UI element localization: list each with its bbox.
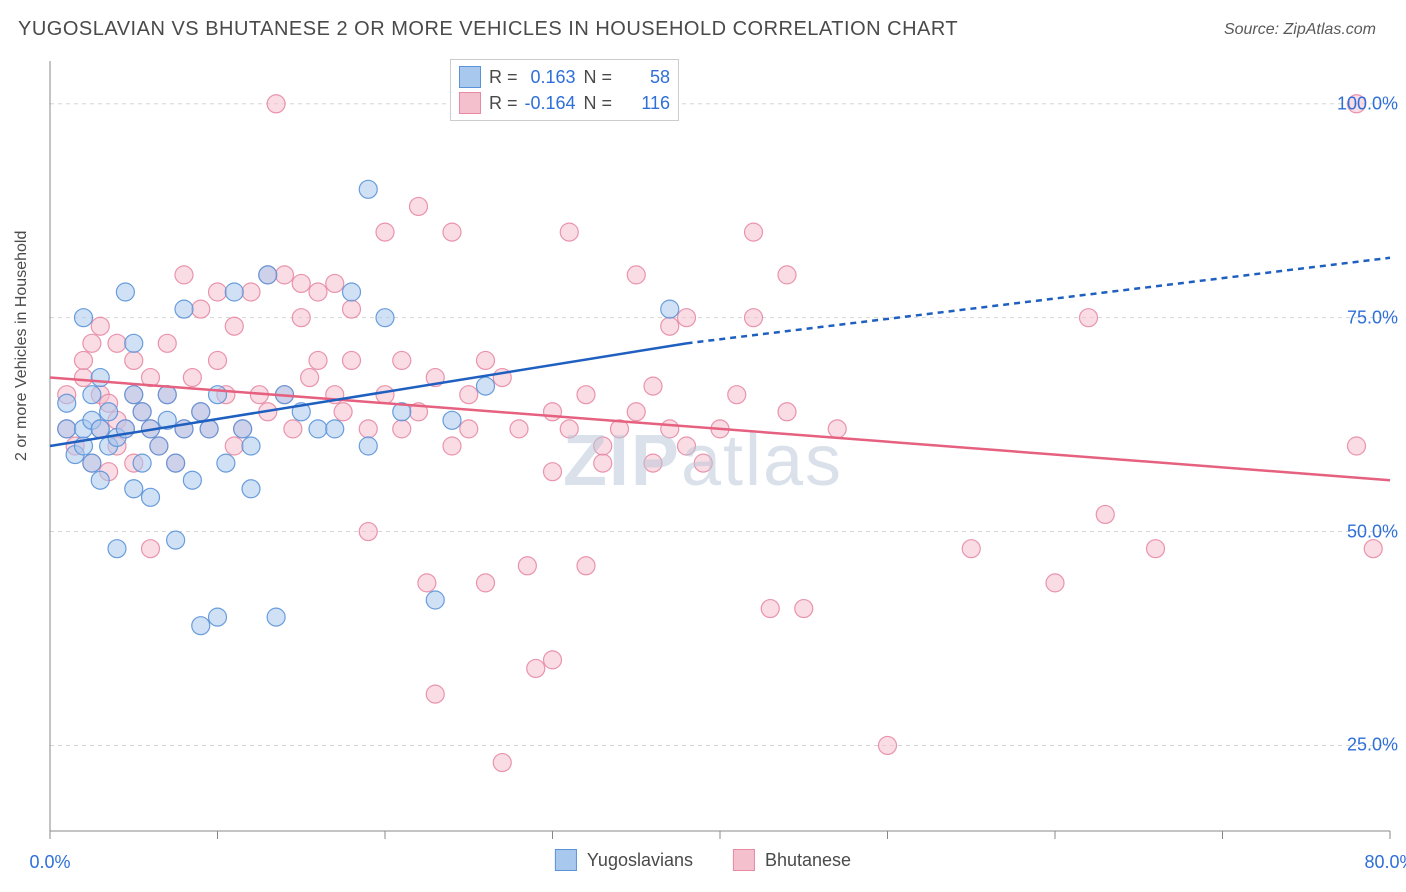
legend-series: Yugoslavians Bhutanese [555, 849, 851, 871]
x-tick-label: 80.0% [1364, 852, 1406, 873]
legend-label: Yugoslavians [587, 850, 693, 871]
y-tick-label: 100.0% [1337, 93, 1398, 114]
y-tick-label: 25.0% [1347, 735, 1398, 756]
scatter-chart: ZIPatlas 2 or more Vehicles in Household… [0, 51, 1406, 871]
legend-item-bhutanese: Bhutanese [733, 849, 851, 871]
legend-stats-row-yugoslavians: R =0.163 N =58 [459, 64, 670, 90]
legend-stats: R =0.163 N =58 R =-0.164 N =116 [450, 59, 679, 121]
y-tick-label: 50.0% [1347, 521, 1398, 542]
swatch-bhutanese-icon [459, 92, 481, 114]
y-tick-label: 75.0% [1347, 307, 1398, 328]
source-attribution: Source: ZipAtlas.com [1224, 21, 1376, 39]
legend-stats-row-bhutanese: R =-0.164 N =116 [459, 90, 670, 116]
swatch-yugoslavians-icon [459, 66, 481, 88]
swatch-bhutanese-icon [733, 849, 755, 871]
y-axis-label: 2 or more Vehicles in Household [13, 231, 31, 461]
chart-title: YUGOSLAVIAN VS BHUTANESE 2 OR MORE VEHIC… [18, 18, 958, 41]
chart-canvas [0, 51, 1406, 871]
legend-item-yugoslavians: Yugoslavians [555, 849, 693, 871]
legend-label: Bhutanese [765, 850, 851, 871]
swatch-yugoslavians-icon [555, 849, 577, 871]
x-tick-label: 0.0% [29, 852, 70, 873]
